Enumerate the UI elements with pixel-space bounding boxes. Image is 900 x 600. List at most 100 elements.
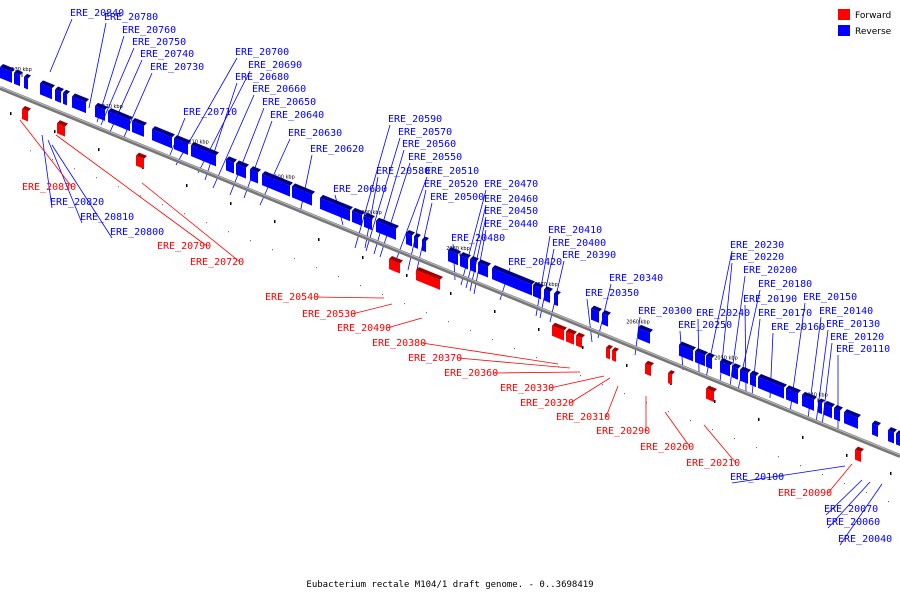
forward-gene-label: ERE_20310 xyxy=(556,412,610,423)
reverse-label-leader xyxy=(821,342,833,427)
reverse-gene-block xyxy=(802,391,817,411)
reverse-gene-block xyxy=(533,281,544,300)
forward-gene-block xyxy=(136,152,147,169)
legend-forward-label: Forward xyxy=(855,11,891,21)
minor-tick xyxy=(450,292,452,295)
reverse-gene-block xyxy=(602,310,611,327)
reverse-gene-block xyxy=(679,341,696,362)
scale-label: 2120 kbp xyxy=(99,104,123,110)
reverse-gene-block xyxy=(824,400,835,419)
reverse-gene-block xyxy=(116,111,133,132)
reverse-gene-block xyxy=(478,259,491,278)
reverse-gene-block xyxy=(236,160,249,179)
gene-labels: ERE_20840ERE_20780ERE_20760ERE_20750ERE_… xyxy=(22,8,892,545)
reverse-gene-label: ERE_20680 xyxy=(235,72,289,83)
reverse-gene-block xyxy=(740,366,751,384)
reverse-gene-block xyxy=(55,86,64,103)
minor-tick xyxy=(54,130,56,134)
minor-tick xyxy=(846,453,848,457)
reverse-label-leader xyxy=(259,138,291,206)
reverse-gene-label: ERE_20300 xyxy=(638,306,692,317)
minor-tick xyxy=(494,309,496,313)
reverse-label-leader xyxy=(469,216,487,292)
reverse-gene-block xyxy=(376,217,399,240)
forward-gene-label: ERE_20320 xyxy=(520,398,574,409)
reverse-gene-block xyxy=(226,156,237,174)
minor-tick xyxy=(186,184,188,188)
minor-dot xyxy=(184,213,185,215)
reverse-label-leader xyxy=(212,94,255,189)
forward-gene-label: ERE_20370 xyxy=(408,353,462,364)
minor-dot xyxy=(228,231,229,233)
reverse-gene-block xyxy=(554,290,561,307)
reverse-gene-block xyxy=(406,230,415,247)
reverse-gene-label: ERE_20140 xyxy=(819,306,873,317)
reverse-gene-block xyxy=(591,305,602,323)
reverse-gene-label: ERE_20160 xyxy=(771,322,825,333)
forward-gene-block xyxy=(566,328,577,345)
minor-dot xyxy=(448,321,449,323)
forward-label-leader xyxy=(605,385,619,418)
forward-gene-block xyxy=(576,332,585,348)
reverse-gene-block xyxy=(896,430,900,446)
minor-dot xyxy=(734,438,735,440)
reverse-gene-label: ERE_20450 xyxy=(484,206,538,217)
reverse-gene-block xyxy=(152,126,175,149)
reverse-gene-block xyxy=(0,64,15,83)
reverse-label-leader xyxy=(51,144,113,239)
reverse-gene-label: ERE_20820 xyxy=(50,197,104,208)
minor-tick xyxy=(362,256,364,260)
scale-label: 2090 kbp xyxy=(358,210,382,216)
minor-tick xyxy=(318,238,320,242)
reverse-label-leader xyxy=(697,318,700,374)
reverse-gene-label: ERE_20550 xyxy=(408,152,462,163)
scale-label: 2050 kbp xyxy=(714,356,738,362)
forward-gene-block xyxy=(855,446,864,463)
minor-tick xyxy=(802,435,804,439)
minor-dot xyxy=(338,276,339,278)
reverse-gene-block xyxy=(720,358,733,377)
minor-dot xyxy=(558,366,559,368)
minor-dot xyxy=(426,312,427,314)
reverse-gene-block xyxy=(732,363,741,380)
minor-dot xyxy=(756,447,757,449)
reverse-gene-label: ERE_20640 xyxy=(270,110,324,121)
scale-label: 2130 kbp xyxy=(8,67,32,73)
forward-gene-label: ERE_20830 xyxy=(22,182,76,193)
minor-dot xyxy=(250,240,251,242)
minor-dot xyxy=(866,492,867,494)
reverse-gene-label: ERE_20600 xyxy=(333,184,387,195)
reverse-gene-label: ERE_20100 xyxy=(730,472,784,483)
reverse-gene-label: ERE_20150 xyxy=(803,292,857,303)
forward-gene-label: ERE_20090 xyxy=(778,488,832,499)
reverse-gene-block xyxy=(40,80,55,100)
minor-dot xyxy=(602,384,603,386)
minor-dot xyxy=(360,285,361,287)
reverse-gene-label: ERE_20420 xyxy=(508,257,562,268)
reverse-gene-label: ERE_20250 xyxy=(678,320,732,331)
reverse-gene-block xyxy=(872,420,881,438)
reverse-gene-label: ERE_20460 xyxy=(484,194,538,205)
minor-dot xyxy=(382,294,383,296)
reverse-gene-block xyxy=(448,247,461,266)
minor-tick xyxy=(890,471,892,475)
reverse-gene-label: ERE_20690 xyxy=(248,60,302,71)
reverse-label-leader xyxy=(354,124,391,249)
forward-gene-label: ERE_20360 xyxy=(444,368,498,379)
genome-axis: 2130 kbp 2120 kbp 2110 kbp 2100 kbp 2090 kbp… xyxy=(0,67,900,503)
reverse-label-leader xyxy=(394,176,428,264)
reverse-gene-label: ERE_20510 xyxy=(425,166,479,177)
reverse-gene-label: ERE_20170 xyxy=(758,308,812,319)
scale-label: 2070 kbp xyxy=(534,282,558,288)
forward-label-leader xyxy=(141,182,241,263)
reverse-gene-block xyxy=(292,183,315,206)
reverse-gene-label: ERE_20040 xyxy=(838,534,892,545)
minor-dot xyxy=(800,465,801,467)
forward-gene-label: ERE_20380 xyxy=(372,338,426,349)
reverse-gene-label: ERE_20410 xyxy=(548,225,602,236)
minor-tick xyxy=(230,202,232,206)
minor-dot xyxy=(844,483,845,485)
reverse-label-leader xyxy=(243,120,273,199)
minor-dot xyxy=(822,474,823,476)
minor-tick xyxy=(274,220,276,224)
